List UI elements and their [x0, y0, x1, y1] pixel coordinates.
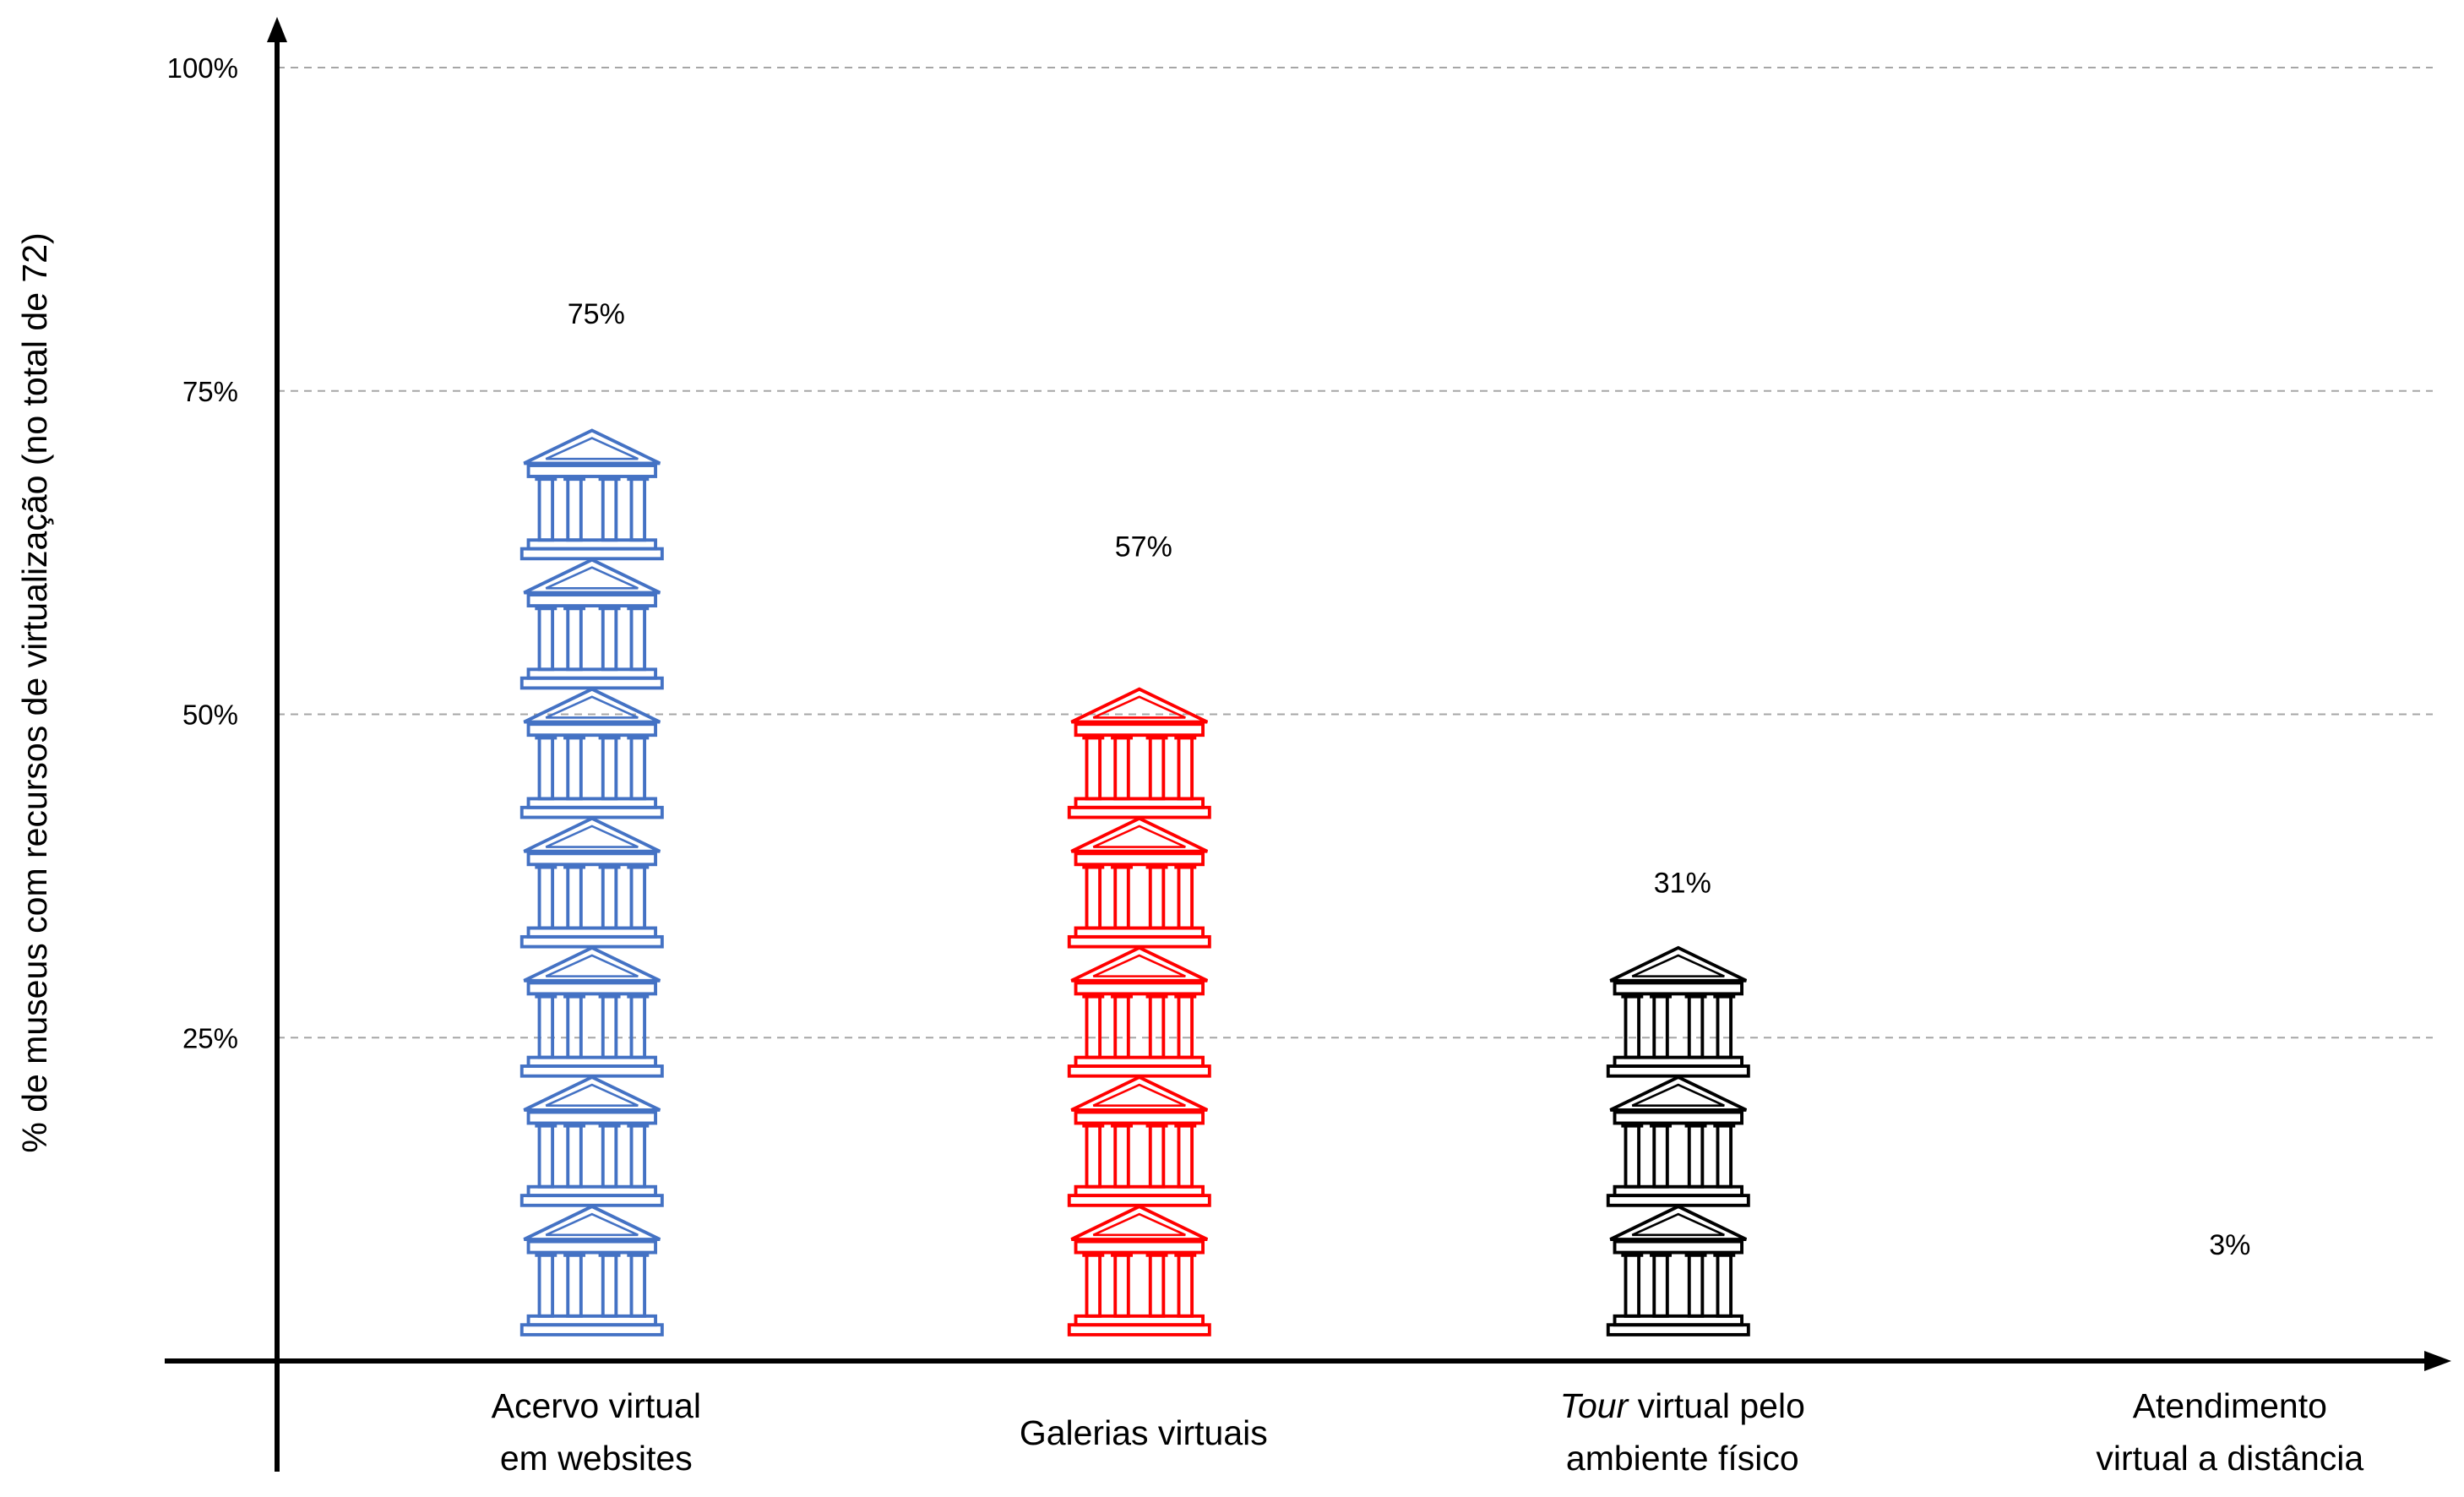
category-label: Acervo virtual [492, 1386, 701, 1425]
museum-icon [522, 819, 662, 947]
category-label: Galerias virtuais [1020, 1413, 1268, 1452]
category-label-rest: virtual pelo [1628, 1386, 1805, 1425]
museum-icon [522, 1077, 662, 1206]
museum-icon [522, 689, 662, 818]
y-tick-label: 50% [182, 700, 238, 731]
museum-icon-partial [2156, 1206, 2296, 1335]
icon-column [2156, 1206, 2296, 1335]
y-tick-label: 25% [182, 1022, 238, 1053]
category-label: Tour virtual pelo [1560, 1386, 1805, 1425]
x-axis-arrow [2424, 1351, 2451, 1371]
museum-icon [1069, 689, 1210, 818]
museum-icon-partial [1069, 560, 1210, 689]
value-label: 31% [1654, 867, 1711, 899]
icon-column [1069, 560, 1210, 1335]
museum-icon [1069, 948, 1210, 1076]
category-label: ambiente físico [1566, 1439, 1799, 1478]
value-label: 3% [2209, 1229, 2250, 1261]
museum-icon [522, 430, 662, 558]
category-label: em websites [500, 1439, 693, 1478]
museum-icon [522, 1206, 662, 1335]
category-label: Atendimento [2133, 1386, 2327, 1425]
museum-icon [522, 560, 662, 689]
category-label: virtual a distância [2096, 1439, 2363, 1478]
museum-icon [522, 948, 662, 1076]
value-label: 57% [1115, 531, 1172, 563]
y-axis-arrow [267, 17, 287, 42]
museum-icon [1069, 1077, 1210, 1206]
y-tick-label: 100% [167, 52, 238, 84]
value-label: 75% [568, 298, 625, 330]
y-tick-label: 75% [182, 376, 238, 407]
museum-icon [1608, 1077, 1749, 1206]
museum-icon [1069, 819, 1210, 947]
museum-icon [1608, 948, 1749, 1076]
icon-column [522, 301, 662, 1335]
museum-icon [1608, 1206, 1749, 1335]
museum-icon [1069, 1206, 1210, 1335]
category-label-italic: Tour [1560, 1386, 1630, 1425]
y-axis-title: % de museus com recursos de virtualizaçã… [15, 232, 54, 1152]
